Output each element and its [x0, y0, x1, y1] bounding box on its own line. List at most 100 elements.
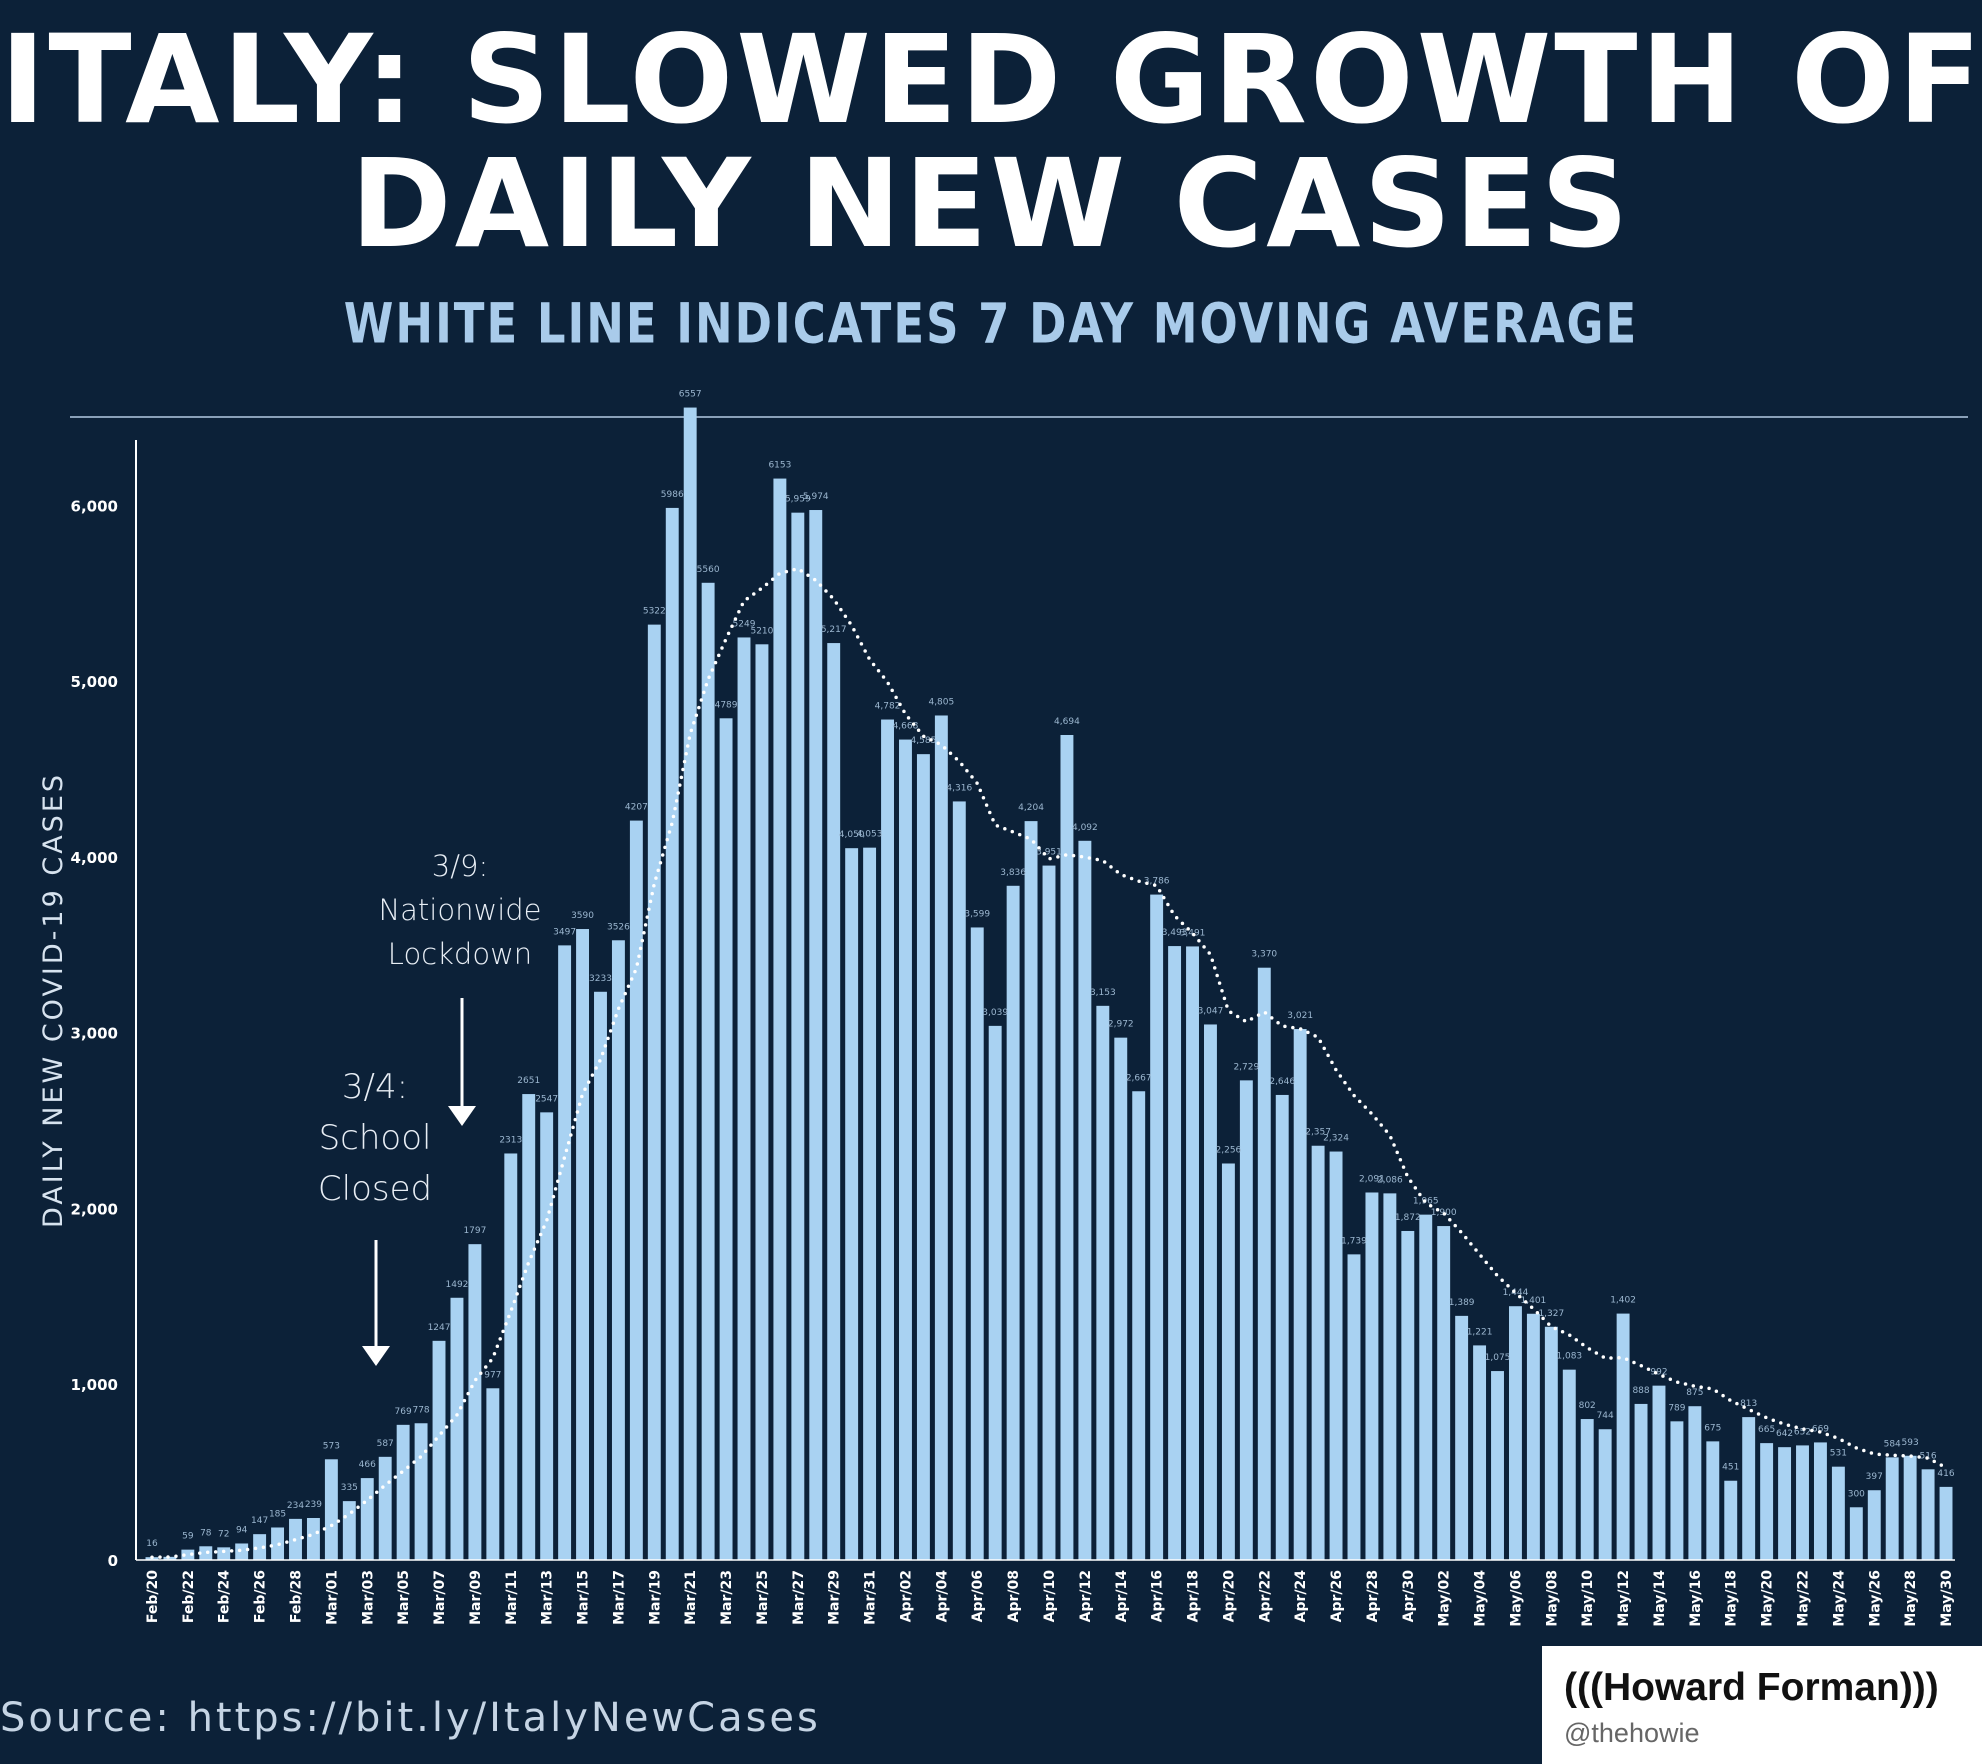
bar: [1580, 1419, 1594, 1560]
x-tick-label: Apr/10: [1042, 1570, 1058, 1623]
bar-value-label: 3,370: [1251, 950, 1277, 960]
x-tick-label: Apr/14: [1114, 1570, 1130, 1623]
bar-value-label: 665: [1758, 1425, 1775, 1435]
bar: [1473, 1345, 1487, 1560]
bar-value-label: 584: [1884, 1439, 1901, 1449]
moving-average-line: [150, 566, 1948, 1559]
bar-value-label: 4,092: [1072, 823, 1098, 833]
bar-value-label: 397: [1866, 1472, 1883, 1482]
y-tick-label: 1,000: [71, 1376, 118, 1394]
bar-value-label: 4,782: [875, 702, 901, 712]
x-tick-label: Feb/20: [145, 1570, 161, 1623]
bar: [881, 719, 894, 1560]
bar-value-label: 875: [1686, 1388, 1703, 1398]
bar-value-label: 2,972: [1108, 1020, 1134, 1030]
chart-title: ITALY: SLOWED GROWTH OF DAILY NEW CASES: [0, 18, 1982, 266]
bar: [1724, 1480, 1738, 1560]
bar-value-label: 1,083: [1556, 1352, 1582, 1362]
bar-value-label: 4,585: [911, 736, 937, 746]
x-tick-label: Apr/20: [1221, 1570, 1237, 1623]
bar-value-label: 2313: [499, 1135, 522, 1145]
x-tick-label: Apr/04: [934, 1570, 950, 1623]
bar-value-label: 3526: [607, 922, 630, 932]
bar: [1778, 1447, 1792, 1560]
x-tick-label: Feb/26: [253, 1570, 269, 1623]
x-tick-label: May/12: [1616, 1570, 1632, 1627]
bar: [1634, 1403, 1648, 1560]
bar-value-label: 335: [341, 1483, 358, 1493]
bar: [1670, 1421, 1684, 1560]
author-credit-badge: (((Howard Forman))) @thehowie: [1542, 1646, 1982, 1764]
bar-value-label: 778: [412, 1405, 429, 1415]
bar: [1329, 1151, 1343, 1560]
bar-value-label: 4,050: [839, 830, 865, 840]
x-tick-label: Apr/12: [1078, 1570, 1094, 1622]
x-tick-label: May/08: [1544, 1570, 1560, 1627]
x-tick-label: May/10: [1580, 1570, 1596, 1627]
bar: [863, 847, 877, 1560]
x-tick-label: Mar/31: [863, 1570, 879, 1625]
bar-value-label: 5560: [697, 565, 720, 575]
bar-value-label: 2547: [535, 1094, 558, 1104]
annotation-arrows: [362, 998, 476, 1366]
bar: [773, 478, 787, 1561]
x-tick-label: Apr/08: [1006, 1570, 1022, 1622]
bar: [1275, 1094, 1289, 1560]
bar: [1706, 1441, 1720, 1560]
x-tick-label: Apr/24: [1293, 1570, 1309, 1623]
bar-value-label: 4,316: [946, 783, 972, 793]
bar: [988, 1025, 1002, 1560]
bar-value-label: 416: [1937, 1469, 1954, 1479]
bar-value-label: 466: [359, 1460, 376, 1470]
annotation-lockdown-date: 3/9:: [431, 849, 489, 883]
bar: [1311, 1145, 1325, 1560]
bar-value-label: 669: [1812, 1424, 1829, 1434]
bar: [1437, 1226, 1451, 1560]
bar: [1508, 1306, 1522, 1560]
bar: [1455, 1315, 1469, 1560]
bar: [1042, 865, 1056, 1560]
bar: [217, 1547, 231, 1560]
bar: [378, 1456, 392, 1560]
bar: [1813, 1442, 1827, 1560]
header-divider: [70, 416, 1968, 418]
bar: [1401, 1230, 1415, 1560]
bar: [683, 407, 697, 1560]
x-tick-label: Apr/28: [1365, 1570, 1381, 1622]
bar-value-label: 5986: [661, 490, 684, 500]
bar: [306, 1517, 320, 1560]
x-tick-label: Feb/28: [288, 1570, 304, 1623]
chart-title-line-2: DAILY NEW CASES: [350, 133, 1632, 275]
x-tick-label: Mar/25: [755, 1570, 771, 1625]
bar-value-label: 4207: [625, 803, 648, 813]
x-tick-label: May/20: [1760, 1570, 1776, 1627]
bar-value-label: 1,402: [1610, 1296, 1636, 1306]
x-tick-label: Apr/26: [1329, 1570, 1345, 1622]
bar: [1562, 1369, 1576, 1560]
bar: [1204, 1024, 1217, 1560]
bar: [1024, 821, 1038, 1560]
annotation-lockdown-line1: Nationwide: [378, 893, 542, 927]
bar: [1921, 1469, 1935, 1560]
y-tick-label: 6,000: [71, 497, 118, 515]
bar-value-label: 813: [1740, 1399, 1757, 1409]
bar: [1867, 1490, 1881, 1560]
bar-value-label: 5210: [750, 626, 773, 636]
x-tick-label: Mar/15: [576, 1570, 592, 1625]
bar-value-label: 769: [395, 1407, 412, 1417]
bar-value-label: 3,153: [1090, 988, 1116, 998]
bar-value-label: 3,951: [1036, 848, 1062, 858]
bar-value-label: 4,805: [928, 697, 954, 707]
bar-value-label: 2,256: [1216, 1145, 1242, 1155]
x-tick-label: May/18: [1724, 1570, 1740, 1627]
x-tick-label: May/26: [1867, 1570, 1883, 1627]
x-tick-label: May/24: [1831, 1570, 1847, 1627]
x-tick-label: May/04: [1473, 1570, 1489, 1627]
x-tick-label: May/22: [1796, 1570, 1812, 1627]
y-tick-label: 4,000: [71, 849, 118, 867]
bar: [1168, 946, 1182, 1560]
bar: [827, 643, 841, 1560]
y-tick-label: 0: [108, 1552, 118, 1570]
x-tick-label: May/30: [1939, 1570, 1955, 1627]
bar: [1096, 1005, 1110, 1560]
